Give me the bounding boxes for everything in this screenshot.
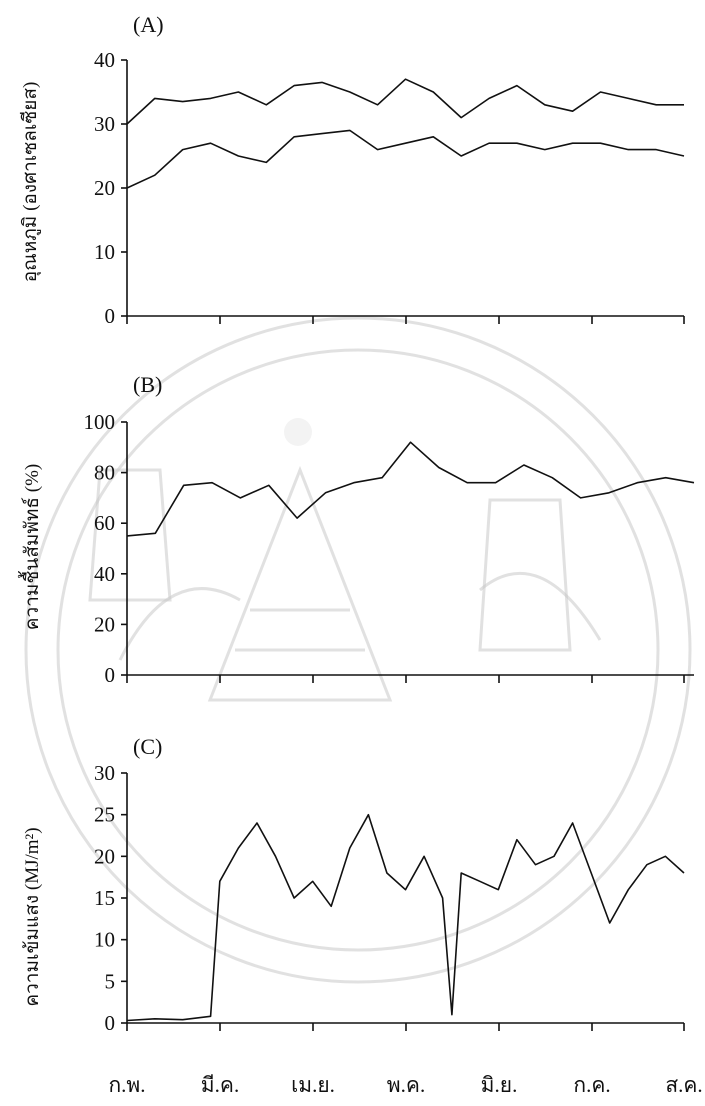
month-label: ก.พ. xyxy=(108,1073,145,1097)
y-tick-label: 0 xyxy=(105,663,116,687)
y-tick-label: 30 xyxy=(94,761,115,785)
y-tick-label: 40 xyxy=(94,562,115,586)
panel-label: (A) xyxy=(133,12,164,37)
y-tick-label: 10 xyxy=(94,928,115,952)
panel-a: 0 10 20 30 40 (A) อุณหภูมิ (องศาเซลเซียส) xyxy=(19,12,685,328)
series-line-1 xyxy=(126,78,684,125)
y-axis-label: ความเข้มแสง (MJ/m²) xyxy=(22,827,43,1006)
y-tick-label: 20 xyxy=(94,844,115,868)
series-line-2 xyxy=(126,129,685,189)
month-label: เม.ย. xyxy=(291,1073,335,1097)
y-tick-label: 30 xyxy=(94,112,115,136)
series-line-1 xyxy=(126,441,695,537)
y-tick-label: 5 xyxy=(105,969,116,993)
y-tick-label: 40 xyxy=(94,48,115,72)
month-axis-labels: ก.พ. มี.ค. เม.ย. พ.ค. มิ.ย. ก.ค. ส.ค. xyxy=(108,1073,702,1097)
y-axis-label: ความชื้นสัมพัทธ์ (%) xyxy=(18,464,43,630)
month-label: ก.ค. xyxy=(573,1073,610,1097)
month-label: ส.ค. xyxy=(665,1073,702,1097)
month-label: มี.ค. xyxy=(201,1073,239,1097)
y-axis-label: อุณหภูมิ (องศาเซลเซียส) xyxy=(19,82,42,283)
month-label: พ.ค. xyxy=(387,1073,425,1097)
series-line-1 xyxy=(126,813,685,1022)
y-tick-label: 60 xyxy=(94,511,115,535)
university-seal-watermark xyxy=(24,316,692,984)
y-tick-label: 20 xyxy=(94,176,115,200)
panel-label: (B) xyxy=(133,372,162,397)
panel-label: (C) xyxy=(133,734,162,759)
panel-b: 0 20 40 60 80 100 (B) ความชื้นสัมพัทธ์ (%) xyxy=(18,372,695,687)
month-label: มิ.ย. xyxy=(481,1073,518,1097)
panel-c: 0 5 10 15 20 25 30 (C) ความเข้มแสง (MJ/m²) xyxy=(22,734,685,1035)
y-tick-label: 100 xyxy=(84,410,116,434)
y-tick-label: 15 xyxy=(94,886,115,910)
y-tick-label: 0 xyxy=(105,304,116,328)
y-tick-label: 80 xyxy=(94,461,115,485)
y-tick-label: 25 xyxy=(94,803,115,827)
y-tick-label: 10 xyxy=(94,240,115,264)
y-tick-label: 0 xyxy=(105,1011,116,1035)
y-tick-label: 20 xyxy=(94,612,115,636)
